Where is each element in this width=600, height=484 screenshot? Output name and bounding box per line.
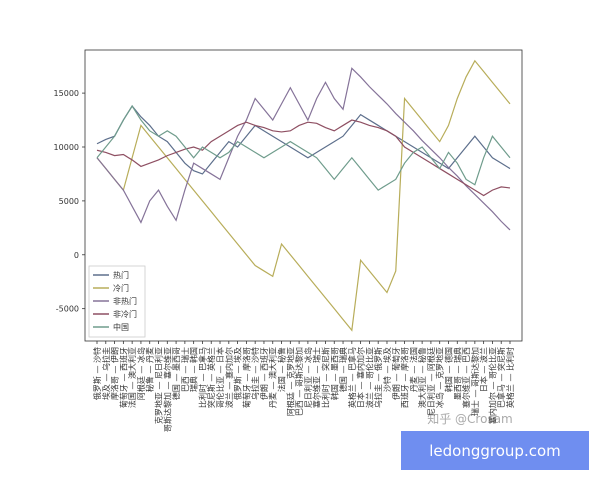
x-tick-label: 伊朗 — 葡萄牙	[391, 347, 401, 400]
x-tick-label: 墨西哥 — 瑞典	[452, 347, 462, 400]
x-tick-label: 比利时 — 巴拿马	[197, 347, 207, 408]
watermark: 知乎 @Crosam	[427, 412, 513, 426]
y-tick-label: 10000	[54, 143, 79, 152]
x-tick-label: 法国 — 澳大利亚	[127, 347, 137, 408]
x-tick-label: 德国 — 瑞典	[338, 347, 348, 392]
x-tick-label: 阿根廷 — 冰岛	[136, 347, 146, 400]
x-tick-label: 瑞典 — 韩国	[189, 347, 199, 392]
x-tick-label: 澳大利亚 — 秘鲁	[417, 347, 427, 408]
banner-text: ledonggroup.com	[429, 442, 561, 460]
legend-label: 非热门	[113, 296, 137, 306]
x-tick-label: 比利时 — 突尼斯	[320, 347, 330, 408]
x-tick-label: 冰岛 — 克罗地亚	[435, 347, 445, 408]
legend-label: 非冷门	[113, 309, 137, 319]
y-tick-label: 5000	[59, 197, 79, 206]
x-tick-label: 伊朗 — 西班牙	[259, 347, 269, 400]
line-series	[96, 59, 511, 332]
x-tick-label: 日本 — 塞内加尔	[356, 347, 366, 408]
x-tick-label: 塞尔维亚 — 瑞士	[312, 347, 322, 408]
x-tick-label: 韩国 — 墨西哥	[329, 347, 339, 400]
x-tick-label: 哥斯达黎加 — 塞尔维亚	[162, 347, 172, 432]
x-tick-label: 西班牙 — 摩洛哥	[400, 347, 410, 408]
x-tick-label: 克罗地亚 — 尼日利亚	[154, 347, 164, 424]
line-series	[96, 67, 511, 231]
x-tick-label: 韩国 — 德国	[443, 347, 453, 392]
y-tick-label: 15000	[54, 89, 79, 98]
x-tick-label: 突尼斯 — 英格兰	[206, 347, 216, 408]
x-tick-label: 阿根廷 — 克罗地亚	[285, 347, 295, 416]
x-tick-label: 葡萄牙 — 摩洛哥	[241, 347, 251, 408]
x-tick-label: 瑞士 — 哥斯达黎加	[470, 347, 480, 416]
line-series	[96, 105, 511, 175]
x-tick-label: 乌拉圭 — 沙特	[250, 347, 260, 400]
x-tick-label: 沙特 — 埃及	[382, 347, 392, 392]
x-tick-label: 日本 — 波兰	[479, 347, 489, 392]
line-series	[96, 104, 511, 191]
x-tick-label: 葡萄牙 — 西班牙	[118, 347, 128, 408]
x-tick-label: 摩洛哥 — 伊朗	[110, 347, 120, 400]
x-tick-label: 乌拉圭 — 俄罗斯	[373, 347, 383, 408]
x-tick-label: 英格兰 — 巴拿马	[347, 347, 357, 408]
y-tick-label: 0	[74, 251, 79, 260]
x-tick-label: 哥伦比亚 — 日本	[215, 347, 225, 408]
x-tick-label: 丹麦 — 法国	[408, 347, 418, 392]
x-tick-label: 尼日利亚 — 阿根廷	[426, 347, 436, 416]
line-series	[96, 119, 511, 197]
x-tick-label: 巴拿马 — 突尼斯	[496, 347, 506, 408]
legend-label: 冷门	[113, 283, 129, 293]
banner-box	[401, 431, 589, 470]
x-tick-label: 尼日利亚 — 冰岛	[303, 347, 313, 408]
x-tick-label: 塞尔维亚 — 巴西	[461, 347, 471, 408]
x-tick-label: 塞内加尔 — 哥伦比亚	[487, 347, 497, 424]
x-tick-label: 俄罗斯 — 埃及	[233, 347, 243, 400]
x-tick-label: 巴西 — 哥斯达黎加	[294, 347, 304, 416]
x-tick-label: 巴西 — 瑞士	[180, 347, 190, 392]
legend-label: 热门	[113, 270, 129, 280]
x-tick-label: 波兰 — 塞内加尔	[224, 347, 234, 408]
x-tick-label: 秘鲁 — 丹麦	[145, 347, 155, 392]
x-tick-label: 英格兰 — 比利时	[505, 347, 515, 408]
x-tick-label: 法国 — 秘鲁	[277, 347, 287, 392]
x-tick-label: 波兰 — 哥伦比亚	[364, 347, 374, 408]
legend-label: 中国	[113, 322, 129, 332]
x-tick-label: 俄罗斯 — 沙特	[92, 347, 102, 400]
x-tick-label: 丹麦 — 澳大利亚	[268, 347, 278, 408]
plot-frame	[84, 49, 523, 342]
x-tick-label: 德国 — 墨西哥	[171, 347, 181, 400]
y-tick-label: -5000	[56, 305, 79, 314]
x-tick-label: 埃及 — 乌拉圭	[101, 347, 111, 400]
